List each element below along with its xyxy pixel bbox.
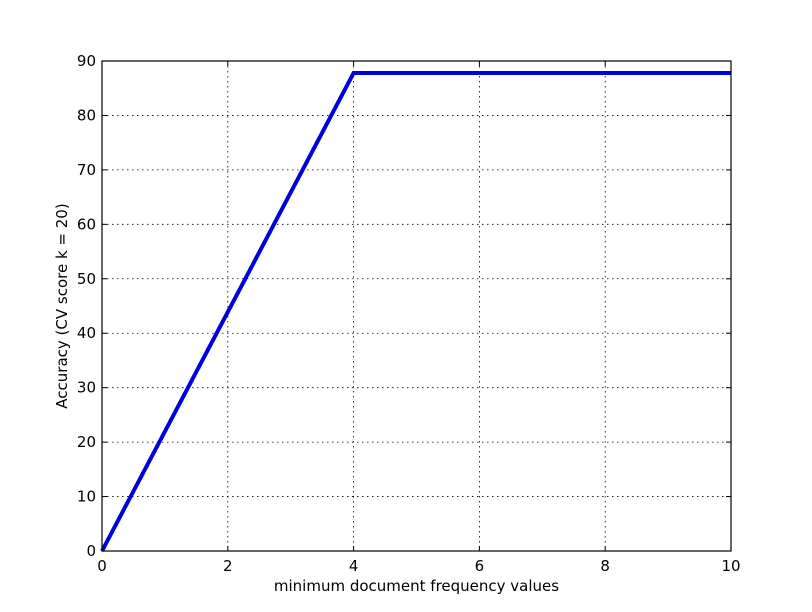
series-layer [100,70,731,552]
y-tick-label: 40 [77,324,96,342]
x-axis-label: minimum document frequency values [274,577,559,595]
plot-frame [101,60,732,552]
y-axis-label: Accuracy (CV score k = 20) [53,203,71,408]
series-line [100,70,731,552]
x-tick-label: 4 [349,557,359,575]
x-tick-label: 2 [223,557,233,575]
x-tick-label: 6 [475,557,485,575]
y-tick-label: 30 [77,379,96,397]
x-tick-label: 0 [97,557,107,575]
y-tick-label: 0 [86,542,96,560]
x-tick-label: 8 [600,557,610,575]
y-tick-label: 10 [77,488,96,506]
y-tick-label: 70 [77,161,96,179]
axis-tick-labels: 0 2 4 6 8 10 0 10 20 30 40 50 60 70 80 90 [77,52,741,575]
axis-ticks [101,60,732,552]
grid [101,60,732,552]
y-tick-label: 80 [77,106,96,124]
x-tick-label: 10 [721,557,740,575]
y-tick-label: 50 [77,270,96,288]
y-tick-label: 60 [77,215,96,233]
y-tick-label: 90 [77,52,96,70]
y-tick-label: 20 [77,433,96,451]
